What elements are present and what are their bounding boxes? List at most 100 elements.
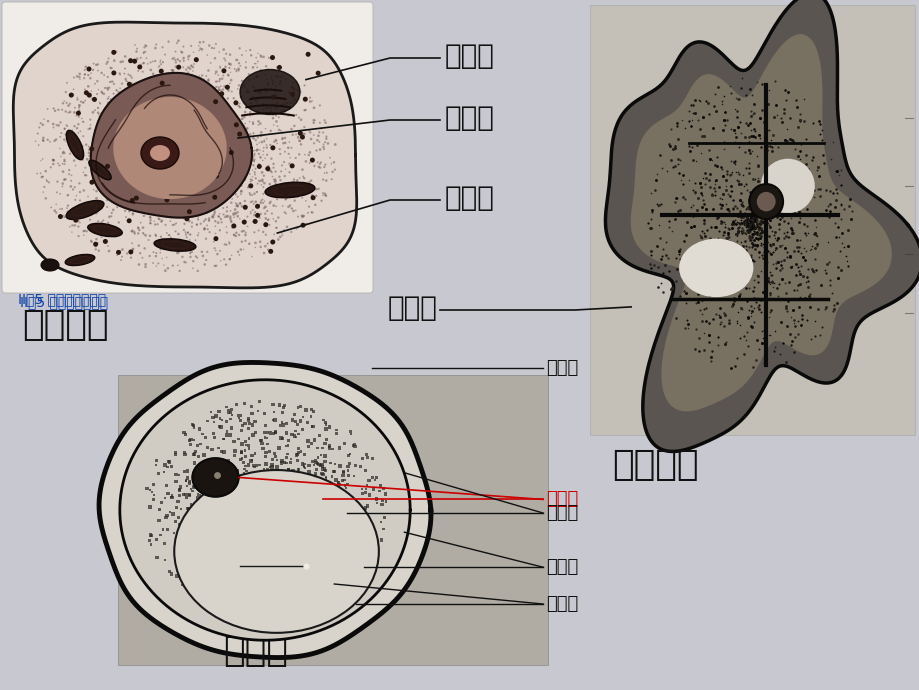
Point [703,234,718,245]
Point [347,439,362,450]
Point [241,415,255,426]
Point [201,213,216,224]
Point [745,196,760,207]
Point [203,92,218,104]
Point [720,206,735,217]
Point [790,206,805,217]
Point [744,214,759,225]
Point [221,141,235,152]
Point [734,170,749,181]
Point [166,135,181,146]
Point [218,55,233,66]
Point [277,457,291,469]
Point [318,456,333,467]
Point [170,137,185,148]
Point [743,218,757,229]
Point [312,159,327,170]
Point [754,226,768,237]
Point [57,123,72,134]
Point [52,204,67,215]
Point [35,153,50,164]
Point [721,224,736,235]
Point [221,81,235,92]
Point [271,179,286,190]
Point [767,139,782,150]
Point [88,129,103,140]
Point [724,270,739,282]
Point [743,212,757,223]
Point [178,75,193,86]
Point [206,428,221,440]
Point [121,85,136,96]
Point [312,430,326,441]
Point [224,462,239,473]
Point [732,199,747,210]
Point [245,155,260,166]
Point [137,146,152,157]
Point [232,175,246,186]
Point [187,146,201,157]
Point [184,137,199,148]
Point [737,268,752,279]
Point [659,165,674,176]
Point [165,66,180,77]
Point [734,258,749,269]
Point [134,59,149,70]
Point [238,124,253,135]
Point [246,156,261,167]
Point [157,169,172,180]
Point [172,144,187,155]
Point [115,78,130,89]
Circle shape [86,66,91,72]
Point [176,242,191,253]
Point [757,247,772,258]
Point [652,149,667,160]
Point [85,107,100,118]
Point [294,128,309,139]
Point [239,46,254,57]
Point [161,152,176,164]
Point [107,88,121,99]
Point [220,201,234,213]
Point [298,104,312,115]
Point [291,135,306,146]
Point [196,250,210,262]
Point [746,302,761,313]
Point [746,281,761,292]
Point [262,462,277,473]
Point [676,193,691,204]
Point [279,221,294,233]
Point [172,139,187,150]
Point [194,137,209,148]
Point [108,114,122,125]
Point [662,140,676,151]
Point [153,80,168,91]
Point [200,224,215,235]
Point [214,116,229,127]
Point [290,446,305,457]
Point [740,221,754,233]
Point [64,142,79,153]
Point [64,128,79,139]
Point [694,131,709,142]
Point [784,335,799,346]
Point [174,146,188,157]
Point [842,193,857,204]
Point [783,262,798,273]
Point [743,320,757,331]
Point [101,147,116,158]
Point [179,144,194,155]
Polygon shape [192,458,238,497]
Point [89,186,104,197]
Point [209,260,223,271]
Point [161,164,176,175]
Point [760,195,775,206]
Point [278,195,292,206]
Point [159,130,174,141]
Point [643,188,658,199]
Point [181,173,196,184]
Point [176,141,190,152]
Point [201,96,216,107]
Point [254,179,268,190]
Point [139,145,153,156]
